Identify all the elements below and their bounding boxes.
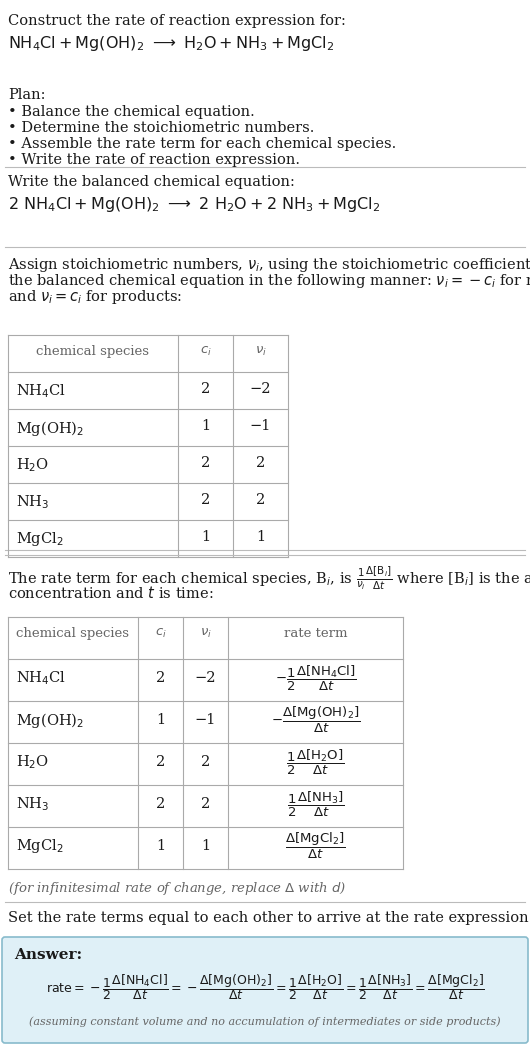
Text: −1: −1 [195,713,216,727]
Text: chemical species: chemical species [16,627,129,640]
Text: Set the rate terms equal to each other to arrive at the rate expression:: Set the rate terms equal to each other t… [8,911,530,925]
Text: Mg(OH)$_2$: Mg(OH)$_2$ [16,710,84,729]
Text: The rate term for each chemical species, B$_i$, is $\frac{1}{\nu_i}\frac{\Delta[: The rate term for each chemical species,… [8,565,530,592]
Text: $\dfrac{1}{2}\dfrac{\Delta[\mathrm{H_2O}]}{\Delta t}$: $\dfrac{1}{2}\dfrac{\Delta[\mathrm{H_2O}… [286,748,345,776]
Text: Plan:: Plan: [8,88,46,103]
Text: rate term: rate term [284,627,347,640]
Text: 2: 2 [201,755,210,769]
Text: (assuming constant volume and no accumulation of intermediates or side products): (assuming constant volume and no accumul… [29,1016,501,1026]
Text: 1: 1 [156,713,165,727]
Text: $\mathrm{rate} = -\dfrac{1}{2}\dfrac{\Delta[\mathrm{NH_4Cl}]}{\Delta t} = -\dfra: $\mathrm{rate} = -\dfrac{1}{2}\dfrac{\De… [46,972,484,1002]
Text: • Determine the stoichiometric numbers.: • Determine the stoichiometric numbers. [8,121,314,135]
Text: Write the balanced chemical equation:: Write the balanced chemical equation: [8,175,295,189]
Text: 1: 1 [201,530,210,544]
Text: Answer:: Answer: [14,948,82,962]
Text: −2: −2 [250,382,271,396]
Text: 2: 2 [256,456,265,470]
Text: • Write the rate of reaction expression.: • Write the rate of reaction expression. [8,153,300,167]
Text: 2: 2 [201,797,210,811]
Text: • Assemble the rate term for each chemical species.: • Assemble the rate term for each chemic… [8,137,396,151]
Text: $c_i$: $c_i$ [200,345,211,358]
Text: concentration and $t$ is time:: concentration and $t$ is time: [8,585,214,601]
Text: NH$_4$Cl: NH$_4$Cl [16,382,66,400]
Text: (for infinitesimal rate of change, replace $\Delta$ with $d$): (for infinitesimal rate of change, repla… [8,880,347,897]
Text: 2: 2 [201,493,210,507]
Text: −2: −2 [195,670,216,685]
Text: MgCl$_2$: MgCl$_2$ [16,530,64,548]
Text: • Balance the chemical equation.: • Balance the chemical equation. [8,105,255,119]
Text: NH$_3$: NH$_3$ [16,493,49,510]
Text: NH$_4$Cl: NH$_4$Cl [16,669,66,687]
Text: 2: 2 [156,797,165,811]
Text: 1: 1 [256,530,265,544]
Text: 1: 1 [201,839,210,852]
Text: Construct the rate of reaction expression for:: Construct the rate of reaction expressio… [8,14,346,28]
Text: 1: 1 [156,839,165,852]
Text: $\mathrm{2\ NH_4Cl + Mg(OH)_2}$$\ \longrightarrow\ $$\mathrm{2\ H_2O + 2\ NH_3 +: $\mathrm{2\ NH_4Cl + Mg(OH)_2}$$\ \longr… [8,195,381,214]
Text: Assign stoichiometric numbers, $\nu_i$, using the stoichiometric coefficients, $: Assign stoichiometric numbers, $\nu_i$, … [8,256,530,274]
Text: and $\nu_i = c_i$ for products:: and $\nu_i = c_i$ for products: [8,288,182,306]
Text: $\nu_i$: $\nu_i$ [199,627,211,640]
Text: $-\dfrac{\Delta[\mathrm{Mg(OH)_2}]}{\Delta t}$: $-\dfrac{\Delta[\mathrm{Mg(OH)_2}]}{\Del… [271,705,360,735]
Text: MgCl$_2$: MgCl$_2$ [16,837,64,855]
Text: 2: 2 [156,755,165,769]
Text: $\dfrac{1}{2}\dfrac{\Delta[\mathrm{NH_3}]}{\Delta t}$: $\dfrac{1}{2}\dfrac{\Delta[\mathrm{NH_3}… [287,790,344,819]
Text: $-\dfrac{1}{2}\dfrac{\Delta[\mathrm{NH_4Cl}]}{\Delta t}$: $-\dfrac{1}{2}\dfrac{\Delta[\mathrm{NH_4… [275,663,356,692]
Text: 2: 2 [201,382,210,396]
Text: the balanced chemical equation in the following manner: $\nu_i = -c_i$ for react: the balanced chemical equation in the fo… [8,272,530,290]
Text: 1: 1 [201,419,210,433]
Text: NH$_3$: NH$_3$ [16,795,49,813]
Text: $\mathrm{NH_4Cl + Mg(OH)_2}$$\ \longrightarrow\ $$\mathrm{H_2O + NH_3 + MgCl_2}$: $\mathrm{NH_4Cl + Mg(OH)_2}$$\ \longrigh… [8,35,334,53]
Text: 2: 2 [156,670,165,685]
Text: $\nu_i$: $\nu_i$ [254,345,267,358]
Text: 2: 2 [201,456,210,470]
Text: $c_i$: $c_i$ [155,627,166,640]
FancyBboxPatch shape [2,937,528,1043]
Text: −1: −1 [250,419,271,433]
Text: H$_2$O: H$_2$O [16,753,49,771]
Text: Mg(OH)$_2$: Mg(OH)$_2$ [16,419,84,438]
Text: H$_2$O: H$_2$O [16,456,49,474]
Text: 2: 2 [256,493,265,507]
Text: $\dfrac{\Delta[\mathrm{MgCl_2}]}{\Delta t}$: $\dfrac{\Delta[\mathrm{MgCl_2}]}{\Delta … [285,831,346,861]
Text: chemical species: chemical species [37,345,149,358]
